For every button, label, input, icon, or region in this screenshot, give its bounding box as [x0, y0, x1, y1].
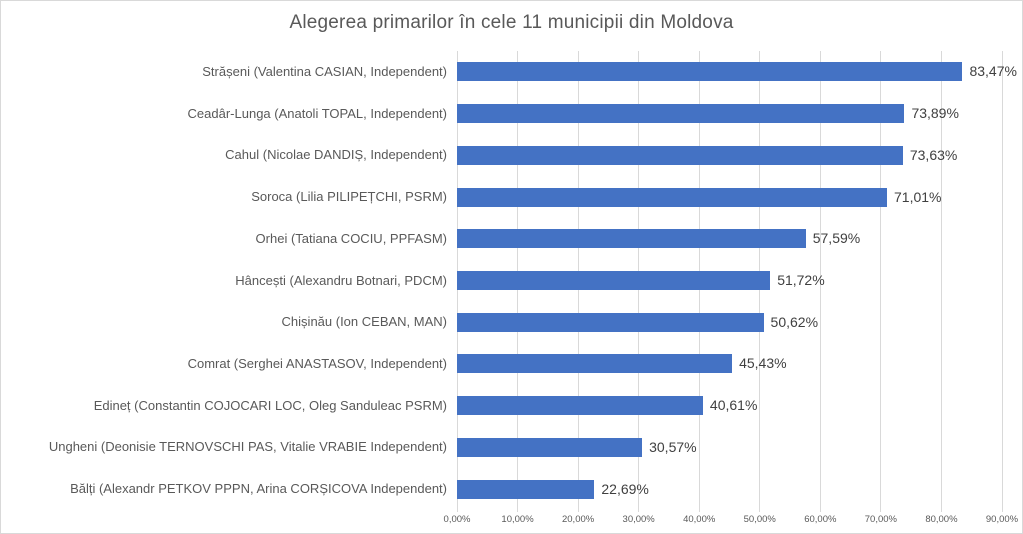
bar — [457, 354, 733, 374]
x-tick-label: 10,00% — [501, 514, 534, 525]
bar — [457, 229, 806, 249]
chart-title: Alegerea primarilor în cele 11 municipii… — [289, 12, 734, 33]
bar — [457, 187, 887, 207]
value-label: 30,57% — [649, 438, 697, 455]
x-tick-label: 50,00% — [743, 514, 776, 525]
category-label: Ceadâr-Lunga (Anatoli TOPAL, Independent… — [187, 105, 447, 121]
x-tick-label: 0,00% — [443, 514, 471, 525]
value-label: 22,69% — [601, 480, 649, 497]
value-label: 51,72% — [777, 272, 825, 288]
category-label: Edineț (Constantin COJOCARI LOC, Oleg Sa… — [93, 397, 447, 413]
category-label: Cahul (Nicolae DANDIȘ, Independent) — [225, 147, 447, 163]
x-tick-label: 30,00% — [622, 514, 655, 525]
bar — [457, 104, 905, 124]
bar — [457, 312, 764, 332]
category-label: Orhei (Tatiana COCIU, PPFASM) — [255, 230, 447, 246]
category-label: Bălți (Alexandr PETKOV PPPN, Arina CORȘI… — [70, 481, 447, 497]
bar — [457, 437, 643, 457]
x-tick-label: 20,00% — [561, 514, 595, 525]
value-label: 57,59% — [812, 230, 861, 247]
category-label: Comrat (Serghei ANASTASOV, Independent) — [187, 355, 447, 371]
value-label: 71,01% — [894, 188, 942, 205]
value-label: 40,61% — [709, 397, 758, 414]
category-label: Chișinău (Ion CEBAN, MAN) — [281, 314, 447, 330]
category-label: Strășeni (Valentina CASIAN, Independent) — [202, 63, 447, 79]
gridline-vertical — [940, 51, 942, 512]
gridline-vertical — [880, 51, 882, 512]
bar — [457, 479, 595, 499]
bar — [457, 396, 703, 416]
x-tick-label: 60,00% — [804, 514, 837, 525]
category-label: Soroca (Lilia PILIPEȚCHI, PSRM) — [251, 189, 447, 205]
category-label: Hâncești (Alexandru Botnari, PDCM) — [235, 272, 447, 288]
x-tick-label: 40,00% — [683, 514, 716, 525]
x-tick-label: 70,00% — [864, 514, 897, 525]
x-tick-label: 90,00% — [985, 514, 1019, 525]
bar — [457, 62, 963, 82]
value-label: 83,47% — [969, 63, 1017, 80]
value-label: 45,43% — [739, 355, 787, 372]
value-label: 73,89% — [911, 105, 959, 122]
gridline-vertical — [819, 51, 821, 512]
x-tick-label: 80,00% — [925, 514, 958, 525]
category-label: Ungheni (Deonisie TERNOVSCHI PAS, Vitali… — [48, 439, 447, 455]
value-label: 73,63% — [909, 146, 958, 163]
gridline-vertical — [1001, 51, 1003, 512]
bar — [457, 271, 771, 290]
bar — [457, 145, 903, 165]
value-label: 50,62% — [770, 313, 819, 330]
